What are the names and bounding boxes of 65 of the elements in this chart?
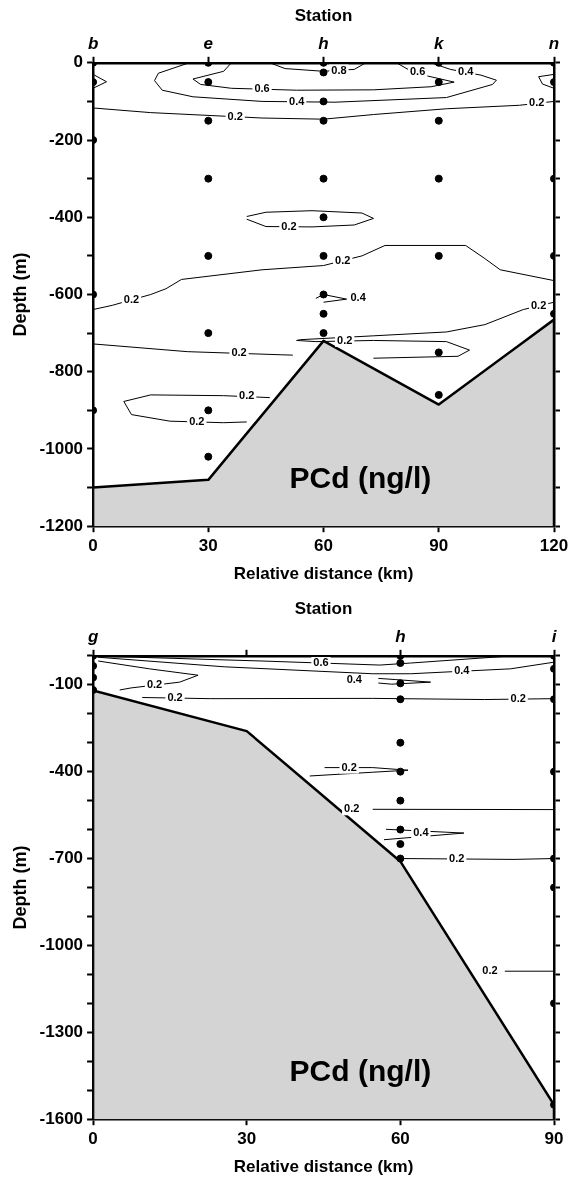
- y-tick-label: -1000: [39, 935, 84, 955]
- x2-axis-title: Station: [294, 598, 353, 618]
- annotation: 0.4: [413, 825, 430, 838]
- annotation: 0.8: [331, 63, 347, 76]
- y-tick-label: -100: [49, 674, 84, 694]
- y-tick-label: -400: [49, 206, 84, 226]
- y-tick-label: -600: [49, 284, 84, 304]
- annotation: n: [548, 34, 560, 54]
- annotation: 0.2: [344, 802, 360, 815]
- annotation: 0.4: [454, 664, 471, 677]
- annotation: k: [434, 34, 446, 54]
- annotation: 0.4: [289, 94, 306, 107]
- annotation: PCd (ng/l): [289, 461, 432, 495]
- annotation: PCd (ng/l): [289, 1054, 432, 1088]
- y-tick-label: -1000: [39, 438, 84, 458]
- annotation: g: [86, 627, 99, 647]
- annotation: e: [203, 34, 214, 54]
- x-tick-label: 60: [390, 1129, 410, 1149]
- annotation: 0.2: [337, 333, 353, 346]
- y-tick-label: -1600: [39, 1108, 84, 1128]
- annotation: 0.2: [189, 414, 205, 427]
- annotation: i: [551, 627, 558, 647]
- y-tick-label: -1200: [39, 515, 84, 535]
- y-axis-title: Depth (m): [9, 252, 30, 337]
- annotation: 0.4: [458, 65, 475, 78]
- y-tick-label: -200: [49, 129, 84, 149]
- annotation: 0.2: [146, 678, 163, 691]
- annotation: 0.2: [449, 851, 465, 864]
- x-tick-label: 60: [314, 536, 333, 556]
- annotation: 0.2: [167, 691, 183, 704]
- x-tick-label: 0: [88, 1129, 98, 1149]
- annotation: 0.2: [227, 109, 243, 122]
- x-tick-label: 0: [88, 536, 98, 556]
- annotation: 0.2: [529, 96, 545, 109]
- annotation: 0.6: [410, 65, 426, 78]
- x-tick-label: 120: [539, 536, 569, 556]
- x-axis-title: Relative distance (km): [233, 564, 414, 584]
- x-tick-label: 90: [544, 1129, 564, 1149]
- y-tick-label: 0: [73, 52, 84, 72]
- annotation: 0.2: [281, 219, 297, 232]
- y-tick-label: -1300: [39, 1022, 84, 1041]
- annotation: 0.2: [335, 253, 351, 266]
- annotation: 0.4: [346, 673, 363, 686]
- annotation: h: [318, 34, 329, 54]
- annotation: 0.2: [341, 760, 357, 773]
- annotation: 0.2: [482, 964, 498, 977]
- annotation: 0.2: [530, 298, 547, 311]
- annotation: 0.6: [313, 656, 329, 669]
- x2-axis-title: Station: [294, 5, 353, 25]
- y-axis-title: Depth (m): [9, 845, 30, 930]
- annotation: 0.2: [510, 691, 526, 704]
- x-axis-title: Relative distance (km): [233, 1157, 414, 1177]
- y-tick-label: -800: [49, 361, 84, 381]
- annotation: 0.6: [254, 82, 270, 95]
- y-tick-label: -400: [49, 761, 84, 781]
- annotation: 0.2: [123, 292, 140, 305]
- annotation: b: [87, 34, 99, 54]
- annotation: 0.2: [231, 346, 247, 359]
- annotation: 0.2: [239, 389, 255, 402]
- x-tick-label: 30: [198, 536, 218, 556]
- annotation: 0.4: [350, 290, 367, 303]
- annotation: h: [395, 627, 406, 647]
- x-tick-label: 90: [429, 536, 449, 556]
- x-tick-label: 30: [237, 1129, 257, 1149]
- y-tick-label: -700: [49, 848, 84, 868]
